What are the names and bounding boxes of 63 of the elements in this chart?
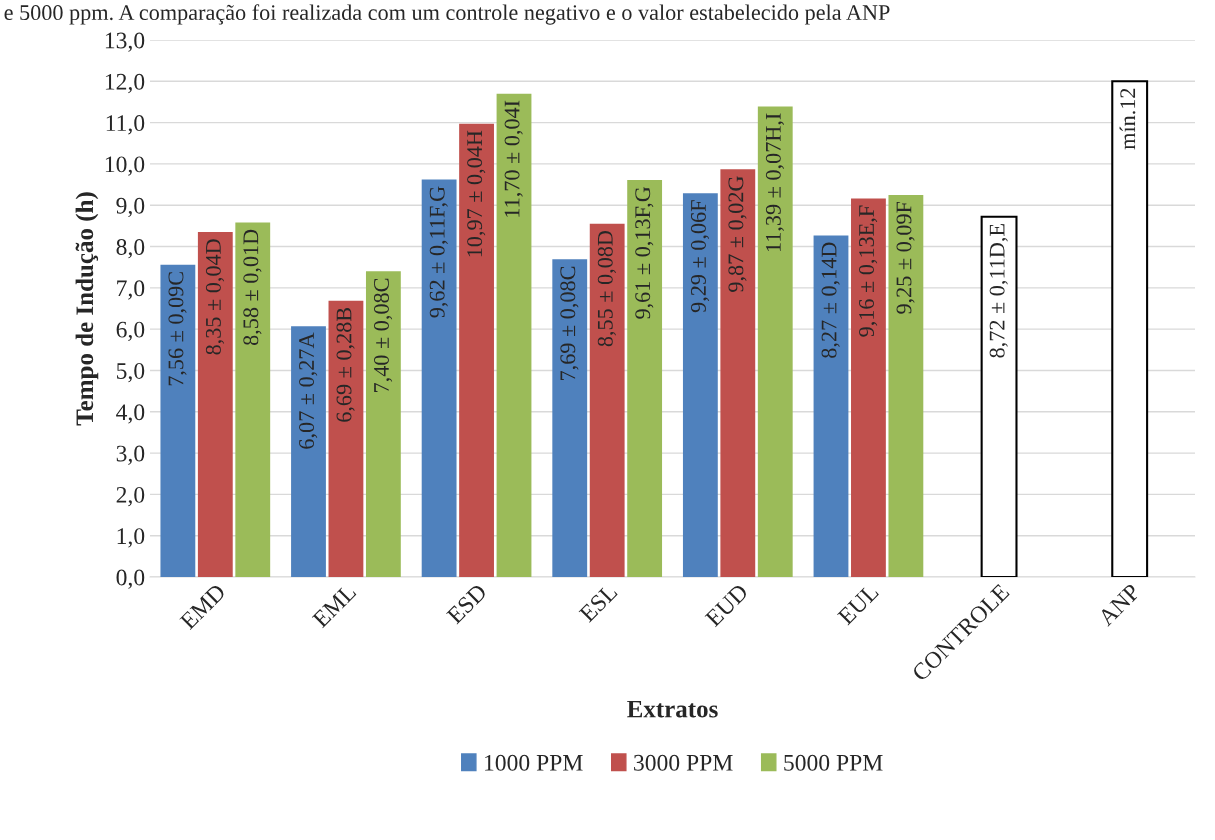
data-label: 7,40 ± 0,08C (373, 278, 393, 392)
bar (682, 193, 718, 577)
data-label: 8,27 ± 0,14D (821, 242, 840, 358)
bar (1111, 80, 1149, 577)
y-tick-label: 5,0 (117, 362, 145, 383)
data-label: 9,87 ± 0,02G (728, 176, 747, 292)
data-label: 6,07 ± 0,27A (299, 332, 318, 449)
data-label: 7,56 ± 0,09C (168, 272, 187, 386)
bar (365, 271, 401, 577)
bar (496, 93, 532, 577)
bar (291, 326, 326, 577)
bar (757, 106, 793, 577)
data-label: 9,61 ± 0,13F,G (635, 186, 654, 319)
x-tick-label: ESD (446, 583, 488, 625)
y-tick-label: 12,0 (105, 73, 145, 94)
bar (589, 223, 625, 577)
x-tick-label: ESL (578, 583, 618, 623)
x-tick-label: EUL (837, 583, 880, 626)
bar (851, 198, 886, 577)
data-label: mín.12 (1119, 88, 1136, 150)
y-tick-label: 3,0 (116, 445, 145, 465)
data-label: 9,25 ± 0,09F (896, 201, 915, 314)
y-tick-label: 8,0 (116, 239, 145, 259)
legend-label: 5000 PPM (784, 754, 883, 771)
data-label: 7,69 ± 0,08C (560, 266, 579, 380)
y-axis-title: Tempo de Indução (h) (75, 192, 99, 426)
bar (720, 169, 756, 577)
bar (328, 300, 364, 577)
bar (421, 179, 457, 577)
data-label: 8,55 ± 0,08D (597, 230, 616, 347)
x-axis-title: Extratos (627, 700, 718, 718)
legend-label: 1000 PPM (485, 754, 583, 771)
data-label: 9,16 ± 0,13E,F (859, 205, 878, 337)
data-label: 9,29 ± 0,06F (690, 200, 710, 313)
bar (235, 222, 271, 577)
y-tick-label: 7,0 (117, 280, 145, 300)
y-tick-label: 11,0 (106, 115, 145, 135)
text: e 5000 ppm. A comparação foi realizada com um controle negativo e o valor estabelecido pela ANP (4, 4, 890, 25)
bar (888, 194, 924, 577)
y-tick-label: 10,0 (105, 156, 145, 176)
y-tick-label: 1,0 (117, 528, 145, 548)
data-label: 8,35 ± 0,04D (205, 239, 225, 355)
bar (980, 215, 1018, 577)
data-label: 11,70 ± 0,04I (504, 100, 523, 217)
data-label: 10,97 ± 0,04H (467, 130, 486, 257)
bar (552, 259, 588, 577)
y-tick-label: 4,0 (116, 404, 145, 424)
bar (813, 235, 849, 577)
bar (197, 232, 233, 577)
data-label: 6,69 ± 0,28B (336, 307, 355, 422)
data-label: 8,58 ± 0,01D (243, 229, 262, 346)
y-tick-label: 0,0 (116, 569, 145, 589)
y-tick-label: 9,0 (116, 197, 145, 218)
data-label: 9,62 ± 0,11F,G (429, 186, 448, 318)
data-label: 8,72 ± 0,11D,E (989, 224, 1008, 358)
bar (160, 264, 196, 577)
legend-label: 3000 PPM (634, 754, 733, 771)
y-tick-label: 2,0 (116, 486, 145, 507)
y-tick-label: 13,0 (105, 32, 145, 52)
y-tick-label: 6,0 (116, 321, 145, 341)
bar (459, 123, 494, 577)
data-label: 11,39 ± 0,07H,I (765, 113, 785, 252)
bar (627, 180, 663, 577)
